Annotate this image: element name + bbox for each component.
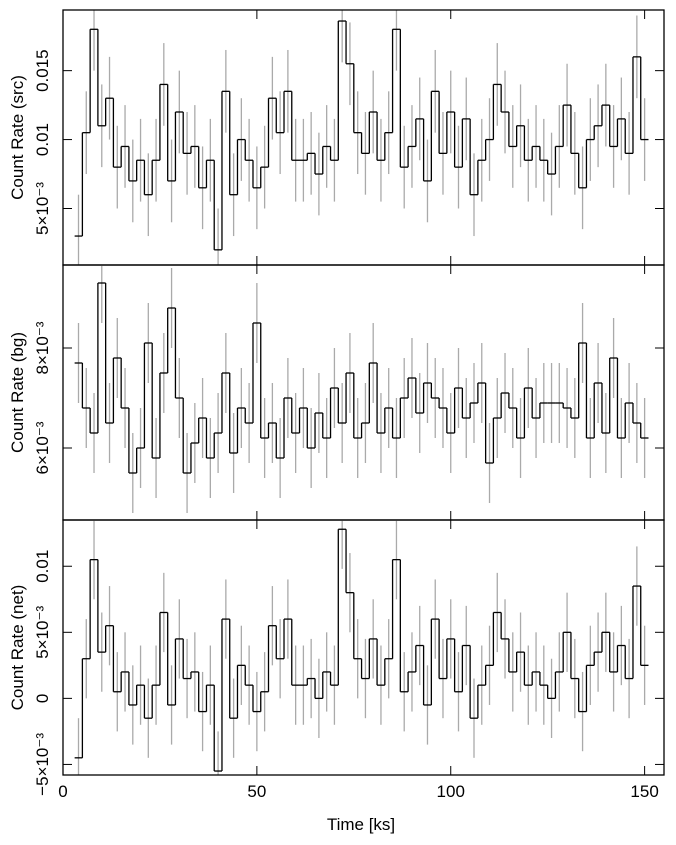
y-axis-label: Count Rate (net) (8, 585, 27, 711)
x-tick-label: 100 (437, 782, 465, 801)
y-axis-label: Count Rate (bg) (8, 332, 27, 453)
y-tick-label: 0.01 (33, 550, 52, 583)
y-tick-label: 0.01 (33, 123, 52, 156)
y-tick-label: 0.015 (33, 49, 52, 92)
plot-frame (62, 264, 665, 521)
x-tick-label: 50 (247, 782, 266, 801)
y-tick-label: 5×10⁻³ (33, 606, 52, 659)
y-axis-label: Count Rate (src) (8, 75, 27, 200)
step-connector (81, 21, 642, 250)
x-tick-label: 0 (58, 782, 67, 801)
plot-frame (62, 519, 665, 776)
y-tick-label: 0 (33, 694, 52, 703)
y-tick-label: 6×10⁻³ (33, 421, 52, 474)
step-connector (81, 529, 642, 772)
x-axis-label: Time [ks] (327, 815, 395, 834)
y-tick-label: 5×10⁻³ (33, 182, 52, 235)
plot-frame (62, 9, 665, 266)
x-tick-label: 150 (630, 782, 658, 801)
y-tick-label: −5×10⁻³ (33, 733, 52, 796)
step-connector (81, 283, 642, 473)
y-tick-label: 8×10⁻³ (33, 321, 52, 374)
